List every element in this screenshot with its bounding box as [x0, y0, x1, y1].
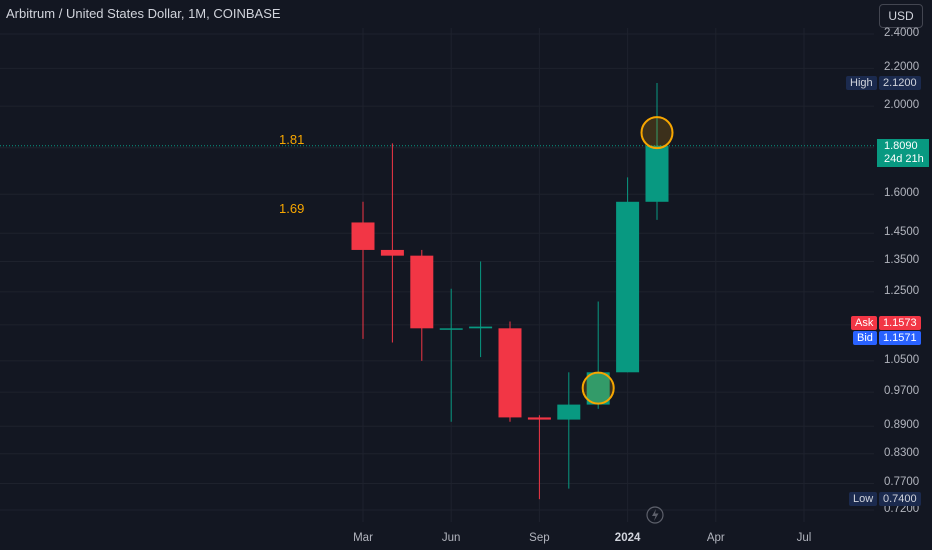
- candle-aug-2023[interactable]: [498, 321, 522, 422]
- time-tick-label: 2024: [614, 532, 641, 544]
- candle-body: [498, 328, 522, 418]
- price-tick-label: 1.2500: [884, 284, 920, 297]
- candle-jun-2023[interactable]: [439, 288, 463, 422]
- candle-body: [557, 404, 581, 420]
- current-price-badge: 1.8090 24d 21h: [877, 139, 929, 167]
- candle-mar-2023[interactable]: [351, 201, 375, 339]
- current-price-value: 1.8090: [884, 140, 918, 152]
- candle-may-2023[interactable]: [410, 249, 434, 361]
- candle-apr-2023[interactable]: [380, 143, 404, 343]
- low-value: 0.7400: [879, 492, 921, 506]
- bid-label: Bid: [853, 331, 877, 345]
- candle-nov-2023[interactable]: [586, 301, 610, 409]
- price-tick-label: 2.2000: [884, 61, 920, 74]
- candle-jan-2024[interactable]: [645, 83, 669, 220]
- chart-title: Arbitrum / United States Dollar, 1M, COI…: [6, 6, 281, 21]
- candle-body: [616, 201, 640, 373]
- currency-button[interactable]: USD: [879, 4, 923, 28]
- price-tick-label: 0.7200: [884, 503, 920, 515]
- price-tick-label: 1.6000: [884, 187, 920, 200]
- time-tick-label: Apr: [706, 532, 725, 544]
- candle-oct-2023[interactable]: [557, 372, 581, 489]
- price-tick-label: 1.4500: [884, 226, 920, 239]
- high-label: High: [846, 76, 877, 90]
- countdown-timer: 24d 21h: [884, 153, 924, 165]
- price-tick-label: 0.8900: [884, 419, 920, 432]
- price-tick-label: 2.0000: [884, 99, 920, 112]
- candle-sep-2023[interactable]: [527, 415, 551, 500]
- candle-body: [439, 328, 463, 330]
- candle-body: [410, 255, 434, 329]
- annotation-level-1: 1.81: [279, 132, 305, 147]
- candle-dec-2023[interactable]: [616, 177, 640, 373]
- candle-body: [586, 372, 610, 405]
- time-tick-label: Sep: [529, 532, 550, 544]
- bolt-icon: [652, 509, 659, 521]
- price-tick-label: 1.3500: [884, 254, 920, 267]
- ask-value: 1.1573: [879, 316, 921, 330]
- time-tick-label: Jun: [441, 532, 461, 544]
- bid-value: 1.1571: [879, 331, 921, 345]
- price-tick-label: 2.4000: [884, 27, 920, 39]
- candle-body: [469, 326, 493, 329]
- price-tick-label: 0.7700: [884, 476, 920, 489]
- candle-body: [351, 222, 375, 250]
- high-value: 2.1200: [879, 76, 921, 90]
- candle-body: [527, 417, 551, 420]
- candle-body: [645, 145, 669, 202]
- tradingview-logo-icon: [646, 506, 664, 524]
- highlight-circle: [640, 116, 674, 150]
- annotation-level-2: 1.69: [279, 201, 305, 216]
- ask-label: Ask: [851, 316, 878, 330]
- price-tick-label: 0.8300: [884, 446, 920, 459]
- price-tick-label: 0.9700: [884, 385, 920, 398]
- highlight-circle: [581, 371, 615, 405]
- time-tick-label: Jul: [796, 532, 812, 544]
- candle-jul-2023[interactable]: [469, 261, 493, 358]
- low-label: Low: [849, 492, 878, 506]
- price-tick-label: 1.0500: [884, 353, 920, 366]
- time-tick-label: Mar: [353, 532, 373, 544]
- candle-body: [380, 249, 404, 256]
